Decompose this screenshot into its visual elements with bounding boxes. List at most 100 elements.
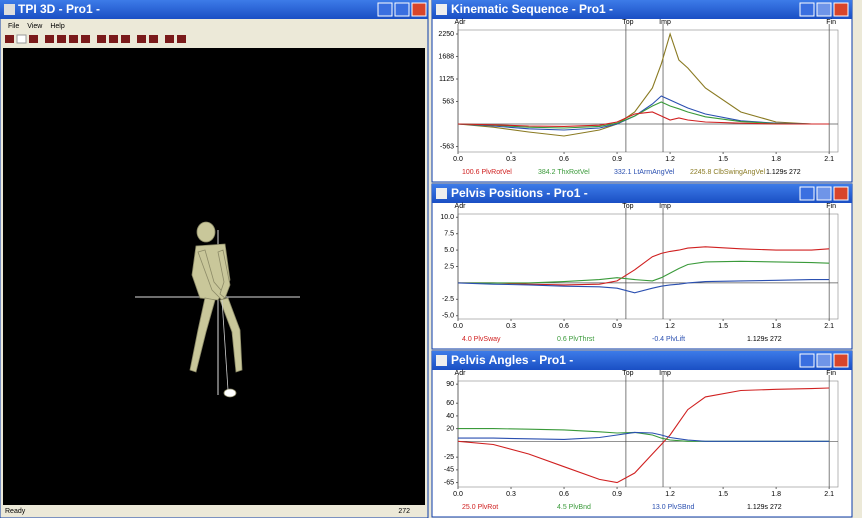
event-label: Imp bbox=[659, 370, 671, 377]
y-tick-label: 2.5 bbox=[444, 263, 454, 270]
x-tick-label: 1.8 bbox=[771, 491, 781, 498]
x-tick-label: 0.0 bbox=[453, 323, 463, 330]
tool-button[interactable] bbox=[97, 35, 106, 43]
tool-button[interactable] bbox=[121, 35, 130, 43]
x-tick-label: 1.5 bbox=[718, 156, 728, 163]
maximize-button[interactable] bbox=[817, 187, 831, 200]
x-tick-label: 0.3 bbox=[506, 323, 516, 330]
event-label: Fin bbox=[826, 19, 836, 26]
window-frame bbox=[432, 0, 852, 182]
x-tick-label: 2.1 bbox=[824, 156, 834, 163]
y-tick-label: -2.5 bbox=[442, 296, 454, 303]
y-tick-label: 20 bbox=[446, 425, 454, 432]
x-tick-label: 0.0 bbox=[453, 491, 463, 498]
y-tick-label: 2250 bbox=[438, 31, 454, 38]
maximize-button[interactable] bbox=[817, 3, 831, 16]
app-icon bbox=[436, 4, 447, 15]
y-tick-label: 1125 bbox=[439, 76, 454, 83]
y-tick-label: 1688 bbox=[438, 53, 454, 60]
readout: 13.0 PlvSBnd bbox=[652, 504, 695, 511]
close-button[interactable] bbox=[834, 187, 848, 200]
readout: 1.129s 272 bbox=[747, 504, 782, 511]
close-button[interactable] bbox=[834, 354, 848, 367]
event-label: Adr bbox=[455, 370, 467, 377]
maximize-button[interactable] bbox=[817, 354, 831, 367]
menu-item[interactable]: File bbox=[8, 23, 19, 30]
window-title: Pelvis Angles - Pro1 - bbox=[451, 353, 573, 367]
tool-button[interactable] bbox=[29, 35, 38, 43]
event-label: Top bbox=[622, 203, 633, 210]
event-label: Top bbox=[622, 370, 633, 377]
head bbox=[197, 222, 215, 242]
app-icon bbox=[436, 188, 447, 199]
readout: 100.6 PlvRotVel bbox=[462, 169, 512, 176]
menu-item[interactable]: View bbox=[27, 23, 43, 30]
x-tick-label: 1.5 bbox=[718, 491, 728, 498]
status-text: Ready bbox=[5, 508, 26, 515]
readout: 332.1 LtArmAngVel bbox=[614, 169, 675, 176]
tool-button[interactable] bbox=[17, 35, 26, 43]
tool-button[interactable] bbox=[57, 35, 66, 43]
readout: 4.5 PlvBnd bbox=[557, 504, 591, 511]
menu-item[interactable]: Help bbox=[50, 23, 65, 30]
tool-button[interactable] bbox=[137, 35, 146, 43]
readout: 0.6 PlvThrst bbox=[557, 336, 594, 343]
x-tick-label: 2.1 bbox=[824, 323, 834, 330]
minimize-button[interactable] bbox=[800, 3, 814, 16]
event-label: Fin bbox=[826, 370, 836, 377]
readout: 4.0 PlvSway bbox=[462, 336, 501, 343]
x-tick-label: 0.6 bbox=[559, 491, 569, 498]
y-tick-label: -5.0 bbox=[442, 313, 454, 320]
y-tick-label: 563 bbox=[442, 98, 454, 105]
event-label: Imp bbox=[659, 203, 671, 210]
event-label: Fin bbox=[826, 203, 836, 210]
chart-windows: Kinematic Sequence - Pro1 - 2250 1688 1125 5… bbox=[432, 0, 852, 517]
readout: -0.4 PlvLift bbox=[652, 336, 685, 343]
minimize-button[interactable] bbox=[800, 187, 814, 200]
readout: 25.0 PlvRot bbox=[462, 504, 498, 511]
viewer-window: TPI 3D - Pro1 - File View Help bbox=[0, 0, 428, 518]
ball bbox=[224, 389, 236, 397]
tool-button[interactable] bbox=[69, 35, 78, 43]
y-tick-label: -45 bbox=[444, 467, 454, 474]
tool-button[interactable] bbox=[165, 35, 174, 43]
y-tick-label: 5.0 bbox=[444, 247, 454, 254]
window-title: TPI 3D - Pro1 - bbox=[18, 2, 100, 16]
app-icon bbox=[4, 4, 15, 15]
tool-button[interactable] bbox=[81, 35, 90, 43]
tool-button[interactable] bbox=[45, 35, 54, 43]
x-tick-label: 1.8 bbox=[771, 323, 781, 330]
y-tick-label: 40 bbox=[446, 413, 454, 420]
screen: TPI 3D - Pro1 - File View Help bbox=[0, 0, 862, 518]
window-title: Kinematic Sequence - Pro1 - bbox=[451, 2, 613, 16]
app-icon bbox=[436, 355, 447, 366]
close-button[interactable] bbox=[834, 3, 848, 16]
menu-bar: File View Help bbox=[8, 23, 65, 30]
maximize-button[interactable] bbox=[395, 3, 409, 16]
event-label: Adr bbox=[455, 19, 467, 26]
window-title: Pelvis Positions - Pro1 - bbox=[451, 186, 588, 200]
x-tick-label: 1.2 bbox=[665, 156, 675, 163]
tool-button[interactable] bbox=[177, 35, 186, 43]
x-tick-label: 0.0 bbox=[453, 156, 463, 163]
tool-button[interactable] bbox=[149, 35, 158, 43]
event-label: Adr bbox=[455, 203, 467, 210]
frame-number: 272 bbox=[398, 508, 410, 515]
x-tick-label: 0.3 bbox=[506, 491, 516, 498]
x-tick-label: 0.9 bbox=[612, 491, 622, 498]
minimize-button[interactable] bbox=[800, 354, 814, 367]
y-tick-label: 10.0 bbox=[440, 214, 454, 221]
minimize-button[interactable] bbox=[378, 3, 392, 16]
x-tick-label: 1.2 bbox=[665, 491, 675, 498]
x-tick-label: 0.9 bbox=[612, 156, 622, 163]
x-tick-label: 0.6 bbox=[559, 323, 569, 330]
tool-button[interactable] bbox=[109, 35, 118, 43]
y-tick-label: -25 bbox=[444, 454, 454, 461]
readout: 2245.8 ClbSwingAngVel bbox=[690, 169, 766, 176]
y-tick-label: -65 bbox=[444, 479, 454, 486]
y-tick-label: 90 bbox=[446, 381, 454, 388]
close-button[interactable] bbox=[412, 3, 426, 16]
tool-button[interactable] bbox=[5, 35, 14, 43]
x-tick-label: 0.6 bbox=[559, 156, 569, 163]
x-tick-label: 2.1 bbox=[824, 491, 834, 498]
